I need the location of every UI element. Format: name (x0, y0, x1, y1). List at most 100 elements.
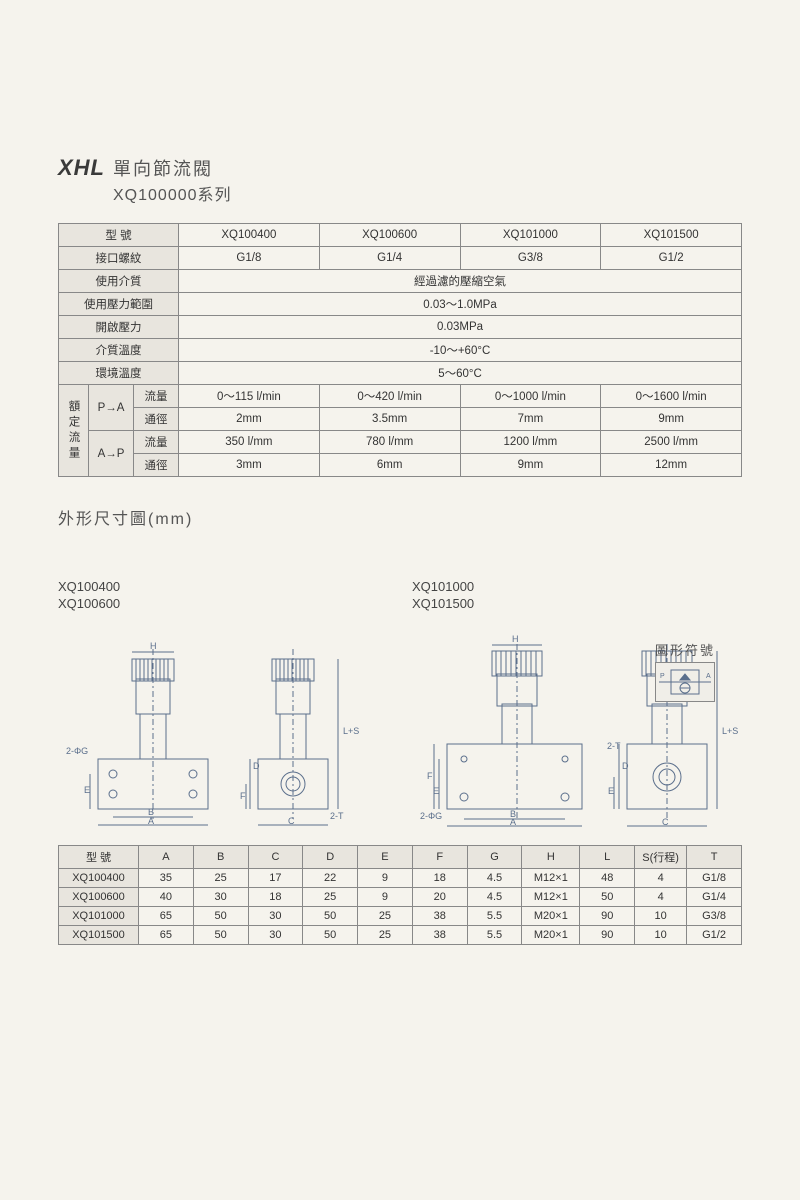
cell: 35 (139, 868, 194, 887)
cell: XQ100600 (319, 224, 460, 247)
row-label: P→A (89, 385, 134, 431)
cell: 48 (580, 868, 635, 887)
dimension-title: 外形尺寸圖(mm) (58, 505, 742, 529)
symbol-label: 圖形符號 (655, 640, 715, 659)
dimension-table: 型 號 A B C D E F G H L S(行程) T XQ100400 3… (58, 845, 742, 945)
row-label: 使用介質 (59, 270, 179, 293)
cell: 5.5 (467, 906, 522, 925)
symbol-icon: P A (655, 662, 715, 702)
cell: 90 (580, 925, 635, 944)
svg-text:A: A (510, 817, 516, 827)
row-label: 通徑 (134, 408, 179, 431)
title-line2: XQ100000系列 (113, 181, 232, 205)
cell: G1/8 (179, 247, 320, 270)
cell: 7mm (460, 408, 601, 431)
cell: 3.5mm (319, 408, 460, 431)
table-row: 通徑 2mm 3.5mm 7mm 9mm (59, 408, 742, 431)
drawing-label: XQ101000 XQ101500 (412, 579, 742, 613)
cell: 25 (193, 868, 248, 887)
svg-text:C: C (288, 816, 295, 826)
col-header: H (522, 845, 580, 868)
cell: G1/2 (687, 925, 742, 944)
col-header: T (687, 845, 742, 868)
svg-text:E: E (84, 785, 90, 795)
col-header: D (303, 845, 358, 868)
cell: 9mm (601, 408, 742, 431)
cell: XQ100600 (59, 887, 139, 906)
svg-text:E: E (608, 786, 614, 796)
drawing-label: XQ100400 XQ100600 (58, 579, 382, 613)
table-header-row: 型 號 A B C D E F G H L S(行程) T (59, 845, 742, 868)
table-row: 使用介質 經過濾的壓縮空氣 (59, 270, 742, 293)
cell: 30 (248, 925, 303, 944)
spec-table: 型 號 XQ100400 XQ100600 XQ101000 XQ101500 … (58, 223, 742, 477)
cell: 4 (635, 868, 687, 887)
cell: 780 l/mm (319, 431, 460, 454)
svg-text:H: H (512, 634, 519, 644)
cell: G3/8 (687, 906, 742, 925)
svg-text:D: D (622, 761, 629, 771)
svg-text:A: A (148, 816, 154, 826)
table-row: XQ101500 65 50 30 50 25 38 5.5 M20×1 90 … (59, 925, 742, 944)
table-row: 介質溫度 -10～+60°C (59, 339, 742, 362)
cell: 2mm (179, 408, 320, 431)
row-label: A→P (89, 431, 134, 477)
table-row: XQ100600 40 30 18 25 9 20 4.5 M12×1 50 4… (59, 887, 742, 906)
cell: 22 (303, 868, 358, 887)
cell: M20×1 (522, 925, 580, 944)
title-block: 單向節流閥 XQ100000系列 (113, 155, 232, 205)
svg-text:F: F (427, 771, 433, 781)
cell: M12×1 (522, 868, 580, 887)
cell: 30 (248, 906, 303, 925)
col-header: B (193, 845, 248, 868)
cell: 20 (412, 887, 467, 906)
cell: 4.5 (467, 868, 522, 887)
svg-text:2-T: 2-T (607, 741, 621, 751)
table-row: XQ100400 35 25 17 22 9 18 4.5 M12×1 48 4… (59, 868, 742, 887)
cell: 350 l/mm (179, 431, 320, 454)
cell: G3/8 (460, 247, 601, 270)
row-label: 使用壓力範圍 (59, 293, 179, 316)
svg-text:L+S: L+S (343, 726, 359, 736)
cell: 0～1000 l/min (460, 385, 601, 408)
col-header: A (139, 845, 194, 868)
row-label: 型 號 (59, 224, 179, 247)
cell: 38 (412, 906, 467, 925)
cell: 9 (358, 868, 413, 887)
svg-text:C: C (662, 817, 669, 827)
svg-text:E: E (433, 786, 439, 796)
svg-text:H: H (150, 641, 157, 651)
cell: 50 (303, 925, 358, 944)
cell: 9 (358, 887, 413, 906)
cell: 0～115 l/min (179, 385, 320, 408)
table-row: 額定流量 P→A 流量 0～115 l/min 0～420 l/min 0～10… (59, 385, 742, 408)
cell: 0.03～1.0MPa (179, 293, 742, 316)
cell: G1/4 (687, 887, 742, 906)
cell: 25 (358, 906, 413, 925)
row-label: 介質溫度 (59, 339, 179, 362)
cell: 0～1600 l/min (601, 385, 742, 408)
brand-logo: XHL (58, 155, 105, 181)
symbol-block: 圖形符號 P A (655, 640, 715, 702)
col-header: S(行程) (635, 845, 687, 868)
row-label: 流量 (134, 431, 179, 454)
col-header: E (358, 845, 413, 868)
svg-text:A: A (706, 673, 711, 680)
cell: M12×1 (522, 887, 580, 906)
cell: 25 (303, 887, 358, 906)
page-header: XHL 單向節流閥 XQ100000系列 (58, 155, 742, 205)
cell: XQ101500 (601, 224, 742, 247)
cell: 30 (193, 887, 248, 906)
table-row: 開啟壓力 0.03MPa (59, 316, 742, 339)
svg-text:P: P (660, 673, 665, 680)
cell: M20×1 (522, 906, 580, 925)
table-row: XQ101000 65 50 30 50 25 38 5.5 M20×1 90 … (59, 906, 742, 925)
cell: 9mm (460, 454, 601, 477)
cell: 6mm (319, 454, 460, 477)
cell: 12mm (601, 454, 742, 477)
row-label: 額定流量 (59, 385, 89, 477)
cell: G1/4 (319, 247, 460, 270)
cell: 50 (580, 887, 635, 906)
cell: 3mm (179, 454, 320, 477)
table-row: 環境溫度 5～60°C (59, 362, 742, 385)
